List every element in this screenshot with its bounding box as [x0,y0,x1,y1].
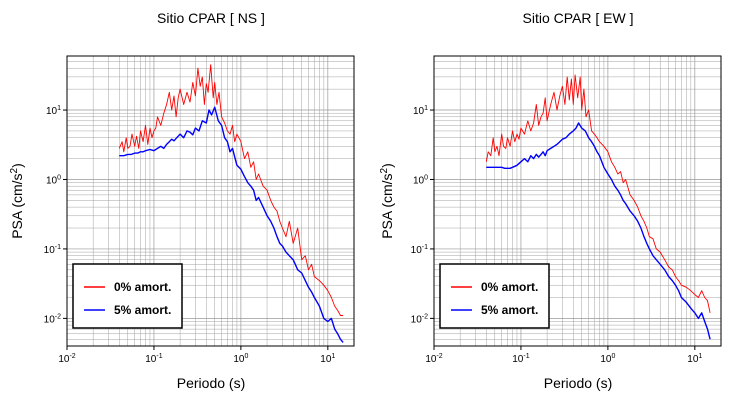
x-tick-label: 101 [320,353,335,365]
series-line-1 [119,106,344,343]
y-tick-base: 10 [411,245,423,256]
x-tick-label: 10-2 [58,353,75,365]
y-tick-base: 10 [46,175,58,186]
y-tick-exp: -1 [55,244,61,251]
y-axis-label-base: PSA (cm/s [379,173,395,238]
x-tick-base: 10 [233,354,245,365]
x-tick-exp: 1 [698,353,702,360]
y-tick-base: 10 [44,314,56,325]
chart-title: Sitio CPAR [ EW ] [523,10,634,26]
x-tick-base: 10 [600,354,612,365]
legend-label-1: 5% amort. [114,303,171,317]
y-tick-label: 10-1 [411,244,428,256]
y-tick-label: 10-2 [44,313,61,325]
y-axis-label-exp: 2 [379,167,390,173]
legend-box [72,263,183,329]
series-line-0 [485,74,711,313]
x-axis-label: Periodo (s) [177,375,245,391]
series-line-0 [118,64,344,316]
legend-label-0: 0% amort. [114,280,171,294]
y-tick-exp: -1 [422,244,428,251]
x-tick-base: 10 [687,354,699,365]
legend-label-1: 5% amort. [481,303,538,317]
x-tick-exp: -1 [523,353,529,360]
y-tick-label: 101 [46,105,61,117]
y-axis-label: PSA (cm/s2) [9,163,25,239]
y-tick-label: 101 [413,105,428,117]
x-tick-label: 101 [687,353,702,365]
x-tick-label: 100 [600,353,615,365]
y-tick-label: 100 [46,174,61,186]
legend-label-0: 0% amort. [481,280,538,294]
plot-frame [66,55,355,347]
y-tick-exp: 1 [424,105,428,112]
x-tick-exp: -2 [69,353,75,360]
x-tick-base: 10 [320,354,332,365]
x-tick-exp: 0 [244,353,248,360]
x-tick-exp: -2 [436,353,442,360]
y-axis-label-close: ) [379,163,395,168]
y-tick-label: 10-1 [44,244,61,256]
plot-frame [433,55,722,347]
y-tick-base: 10 [44,245,56,256]
y-tick-base: 10 [413,175,425,186]
y-tick-base: 10 [46,106,58,117]
x-tick-label: 10-1 [145,353,162,365]
y-tick-exp: 0 [424,174,428,181]
x-tick-base: 10 [425,354,437,365]
x-tick-exp: -1 [156,353,162,360]
y-axis-label-close: ) [9,163,25,168]
y-tick-label: 100 [413,174,428,186]
y-tick-label: 10-2 [411,313,428,325]
x-tick-base: 10 [512,354,524,365]
y-axis-label-exp: 2 [9,167,20,173]
x-tick-label: 10-1 [512,353,529,365]
y-tick-exp: -2 [55,313,61,320]
x-tick-exp: 0 [611,353,615,360]
legend: 0% amort. 5% amort. [72,263,183,329]
legend-box [439,263,550,329]
y-axis-label-base: PSA (cm/s [9,173,25,238]
x-tick-label: 10-2 [425,353,442,365]
chart-ns: Sitio CPAR [ NS ] 10-2 10-1 100 10110-210-1… [9,10,355,391]
y-tick-exp: 1 [57,105,61,112]
x-tick-label: 100 [233,353,248,365]
legend: 0% amort. 5% amort. [439,263,550,329]
y-tick-base: 10 [411,314,423,325]
x-tick-exp: 1 [331,353,335,360]
chart-title: Sitio CPAR [ NS ] [157,10,265,26]
y-tick-exp: -2 [422,313,428,320]
y-tick-base: 10 [413,106,425,117]
x-axis-label: Periodo (s) [544,375,612,391]
y-axis-label: PSA (cm/s2) [379,163,395,239]
chart-ew: Sitio CPAR [ EW ] 10-2 10-1 100 10110-210-1… [379,10,722,391]
series-line-1 [486,122,711,340]
x-tick-base: 10 [145,354,157,365]
y-tick-exp: 0 [57,174,61,181]
x-tick-base: 10 [58,354,70,365]
